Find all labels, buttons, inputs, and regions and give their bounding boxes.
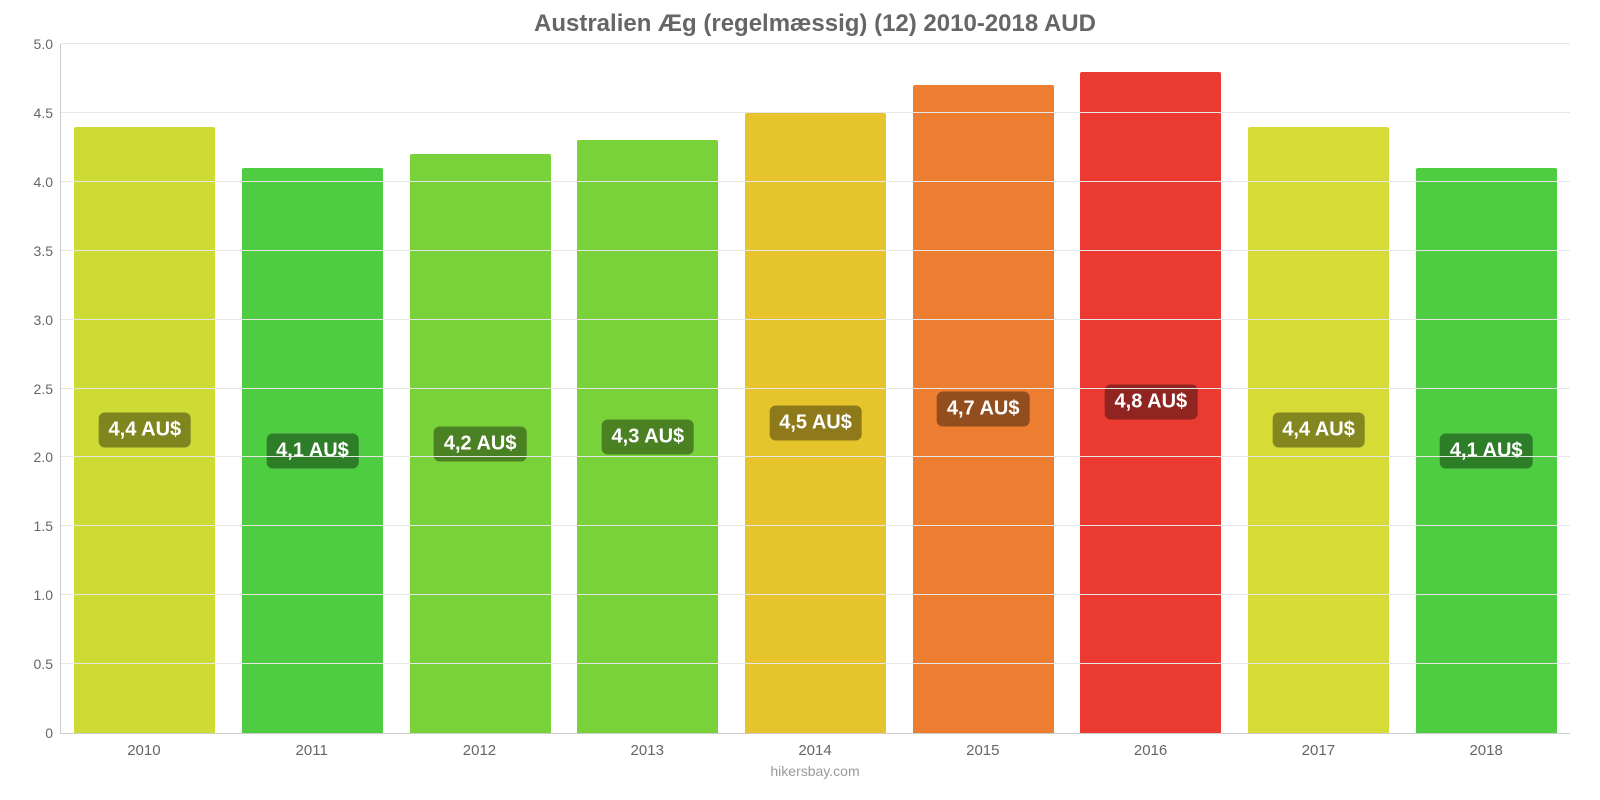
bar: 4,2 AU$ <box>410 154 551 733</box>
bar-slot: 4,1 AU$ <box>1402 44 1570 733</box>
bar: 4,8 AU$ <box>1080 72 1221 733</box>
gridline <box>61 525 1570 526</box>
gridline <box>61 250 1570 251</box>
x-tick-label: 2013 <box>563 742 731 759</box>
credit-text: hikersbay.com <box>60 763 1570 779</box>
y-tick-label: 0.5 <box>34 656 61 672</box>
gridline <box>61 388 1570 389</box>
gridline <box>61 456 1570 457</box>
gridline <box>61 663 1570 664</box>
bar-slot: 4,4 AU$ <box>61 44 229 733</box>
x-tick-label: 2011 <box>228 742 396 759</box>
plot-area: 4,4 AU$ 4,1 AU$ 4,2 AU$ 4,3 AU$ 4,5 AU$ 4,7 A… <box>60 44 1570 734</box>
x-axis-labels: 201020112012201320142015201620172018 <box>60 742 1570 759</box>
bar: 4,4 AU$ <box>1248 127 1389 733</box>
bar: 4,3 AU$ <box>577 140 718 733</box>
gridline <box>61 43 1570 44</box>
y-tick-label: 2.5 <box>34 381 61 397</box>
bar: 4,4 AU$ <box>74 127 215 733</box>
bar-slot: 4,5 AU$ <box>732 44 900 733</box>
value-badge: 4,5 AU$ <box>769 405 862 440</box>
bar: 4,1 AU$ <box>242 168 383 733</box>
value-badge: 4,4 AU$ <box>99 412 192 447</box>
bars-group: 4,4 AU$ 4,1 AU$ 4,2 AU$ 4,3 AU$ 4,5 AU$ 4,7 A… <box>61 44 1570 733</box>
bar-slot: 4,1 AU$ <box>229 44 397 733</box>
value-badge: 4,8 AU$ <box>1105 385 1198 420</box>
x-tick-label: 2015 <box>899 742 1067 759</box>
value-badge: 4,7 AU$ <box>937 392 1030 427</box>
value-badge: 4,4 AU$ <box>1272 412 1365 447</box>
gridline <box>61 112 1570 113</box>
bar-slot: 4,4 AU$ <box>1235 44 1403 733</box>
gridline <box>61 594 1570 595</box>
bar: 4,7 AU$ <box>913 85 1054 733</box>
value-badge: 4,1 AU$ <box>266 433 359 468</box>
gridline <box>61 319 1570 320</box>
x-tick-label: 2012 <box>396 742 564 759</box>
value-badge: 4,3 AU$ <box>602 419 695 454</box>
value-badge: 4,1 AU$ <box>1440 433 1533 468</box>
bar: 4,1 AU$ <box>1416 168 1557 733</box>
bar-slot: 4,8 AU$ <box>1067 44 1235 733</box>
y-tick-label: 5.0 <box>34 36 61 52</box>
y-tick-label: 0 <box>45 725 61 741</box>
x-tick-label: 2018 <box>1402 742 1570 759</box>
y-tick-label: 3.5 <box>34 243 61 259</box>
bar-slot: 4,3 AU$ <box>564 44 732 733</box>
y-tick-label: 4.5 <box>34 105 61 121</box>
bar-slot: 4,2 AU$ <box>396 44 564 733</box>
y-tick-label: 2.0 <box>34 449 61 465</box>
bar-slot: 4,7 AU$ <box>899 44 1067 733</box>
x-tick-label: 2016 <box>1067 742 1235 759</box>
x-tick-label: 2014 <box>731 742 899 759</box>
chart-title: Australien Æg (regelmæssig) (12) 2010-20… <box>60 10 1570 38</box>
y-tick-label: 4.0 <box>34 174 61 190</box>
x-tick-label: 2017 <box>1234 742 1402 759</box>
chart-container: Australien Æg (regelmæssig) (12) 2010-20… <box>0 0 1600 800</box>
y-tick-label: 3.0 <box>34 312 61 328</box>
bar: 4,5 AU$ <box>745 113 886 733</box>
y-tick-label: 1.0 <box>34 587 61 603</box>
y-tick-label: 1.5 <box>34 518 61 534</box>
gridline <box>61 181 1570 182</box>
x-tick-label: 2010 <box>60 742 228 759</box>
